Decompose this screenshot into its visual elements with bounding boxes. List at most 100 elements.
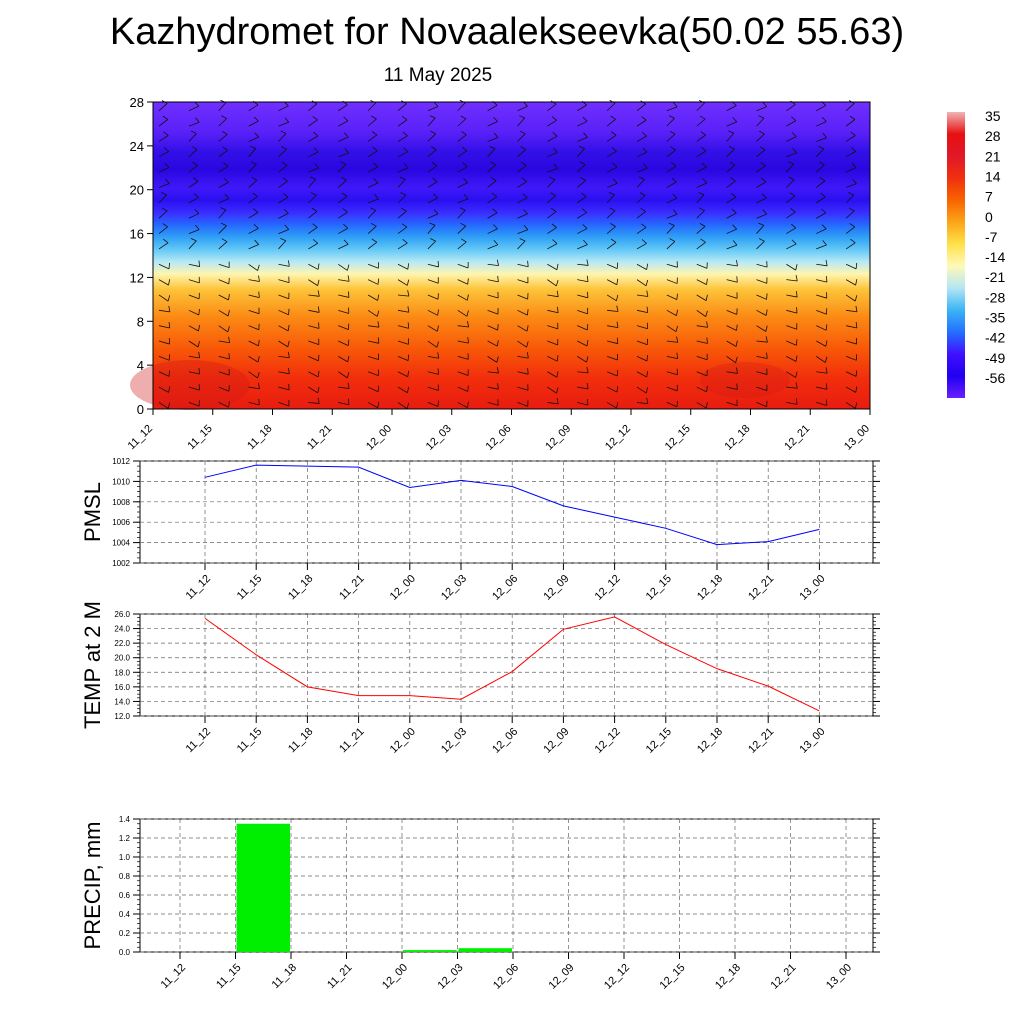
wind-barb-flag	[164, 162, 170, 168]
wind-barb	[248, 228, 259, 234]
wind-barb	[696, 182, 707, 188]
wind-barb-flag	[253, 224, 259, 229]
wind-barb	[786, 309, 798, 314]
wind-barb-flag	[227, 310, 230, 317]
wind-barb	[726, 371, 738, 374]
wind-barb	[517, 133, 526, 142]
wind-barb-flag	[342, 208, 348, 213]
wind-barb	[338, 402, 350, 406]
wind-barb	[577, 386, 589, 390]
wind-barb	[487, 294, 499, 299]
wind-barb	[397, 210, 407, 219]
wind-barb	[696, 226, 706, 234]
wind-barb	[606, 279, 618, 286]
wind-barb	[696, 386, 707, 393]
wind-barb	[188, 105, 200, 112]
x-tick-label: 11_18	[245, 423, 275, 453]
wind-barb	[427, 225, 436, 234]
wind-barb	[845, 119, 856, 127]
x-tick-label: 12_12	[603, 423, 633, 453]
wind-barb-flag	[377, 294, 380, 301]
wind-barb	[158, 294, 169, 302]
wind-barb	[636, 279, 647, 287]
wind-barb	[696, 309, 706, 317]
wind-barb	[577, 309, 588, 315]
wind-barb	[726, 294, 738, 299]
wind-barb	[338, 263, 348, 271]
wind-barb	[666, 149, 676, 158]
pmsl-panel: 11_12 11_15 11_18 11_21 12_00 12_03 12_06 12_09…	[80, 457, 880, 603]
x-tick-label: 12_18	[695, 573, 725, 603]
wind-barb-flag	[788, 176, 795, 181]
wind-barb-flag	[317, 290, 320, 297]
wind-barb	[158, 309, 170, 313]
wind-barb	[278, 263, 290, 267]
x-tick-label: 12_03	[439, 726, 469, 756]
wind-barb-flag	[407, 306, 410, 313]
wind-barb	[816, 121, 827, 127]
wind-barb-flag	[822, 132, 827, 138]
wind-barb-flag	[848, 192, 854, 196]
wind-barb	[636, 103, 646, 112]
wind-barb	[636, 151, 648, 158]
wind-barb-flag	[437, 368, 439, 375]
x-tick-label: 12_18	[713, 962, 743, 992]
wind-barb	[756, 106, 767, 112]
wind-barb-flag	[281, 161, 288, 166]
wind-barb-flag	[795, 275, 798, 282]
wind-barb	[457, 355, 469, 360]
wind-barb-flag	[492, 224, 498, 230]
wind-barb	[577, 325, 588, 331]
wind-barb	[696, 371, 708, 377]
wind-barb	[696, 166, 707, 173]
wind-barb-flag	[676, 400, 678, 407]
wind-barb-flag	[795, 264, 798, 271]
wind-barb-flag	[519, 238, 526, 242]
wind-barb	[397, 386, 408, 394]
wind-barb	[278, 197, 289, 204]
wind-barb	[338, 152, 349, 158]
wind-barb-flag	[700, 131, 706, 136]
wind-barb-flag	[699, 115, 706, 120]
wind-barb	[248, 325, 259, 331]
wind-barb-flag	[313, 147, 319, 153]
wind-barb-flag	[670, 146, 676, 151]
wind-barb	[158, 263, 170, 270]
wind-barb-flag	[855, 262, 858, 269]
x-tick-label: 12_12	[602, 962, 632, 992]
wind-barb-flag	[646, 306, 649, 313]
wind-barb-flag	[825, 367, 828, 374]
wind-barb-flag	[198, 325, 200, 332]
wind-barb	[218, 209, 227, 219]
wind-barb	[158, 371, 170, 377]
wind-barb	[517, 371, 529, 375]
wind-barb	[636, 386, 647, 394]
wind-barb-flag	[198, 308, 200, 316]
wind-barb	[607, 340, 618, 345]
wind-barb	[696, 294, 707, 301]
wind-barb	[666, 181, 677, 188]
wind-barb-flag	[736, 367, 738, 374]
wind-barb	[816, 325, 827, 331]
wind-barb-flag	[583, 132, 588, 138]
wind-barb-flag	[429, 222, 436, 226]
wind-barb	[248, 294, 260, 299]
wind-barb	[457, 340, 469, 344]
wind-barb	[666, 309, 677, 317]
wind-barb	[457, 166, 468, 173]
wind-barb-flag	[526, 341, 529, 348]
wind-barb	[427, 340, 438, 348]
y-axis-label: PRECIP, mm	[80, 822, 105, 950]
y-tick-label: 24.0	[114, 625, 130, 634]
wind-barb-flag	[496, 259, 499, 266]
y-tick-label: 22.0	[114, 639, 130, 648]
wind-barb	[816, 356, 826, 363]
wind-barb	[786, 386, 798, 389]
wind-barb	[308, 242, 319, 250]
wind-barb	[218, 225, 227, 234]
wind-barb-flag	[312, 239, 319, 244]
wind-barb	[547, 371, 558, 378]
wind-barb	[278, 121, 289, 127]
wind-barb-flag	[765, 309, 768, 316]
wind-barb	[487, 137, 499, 142]
